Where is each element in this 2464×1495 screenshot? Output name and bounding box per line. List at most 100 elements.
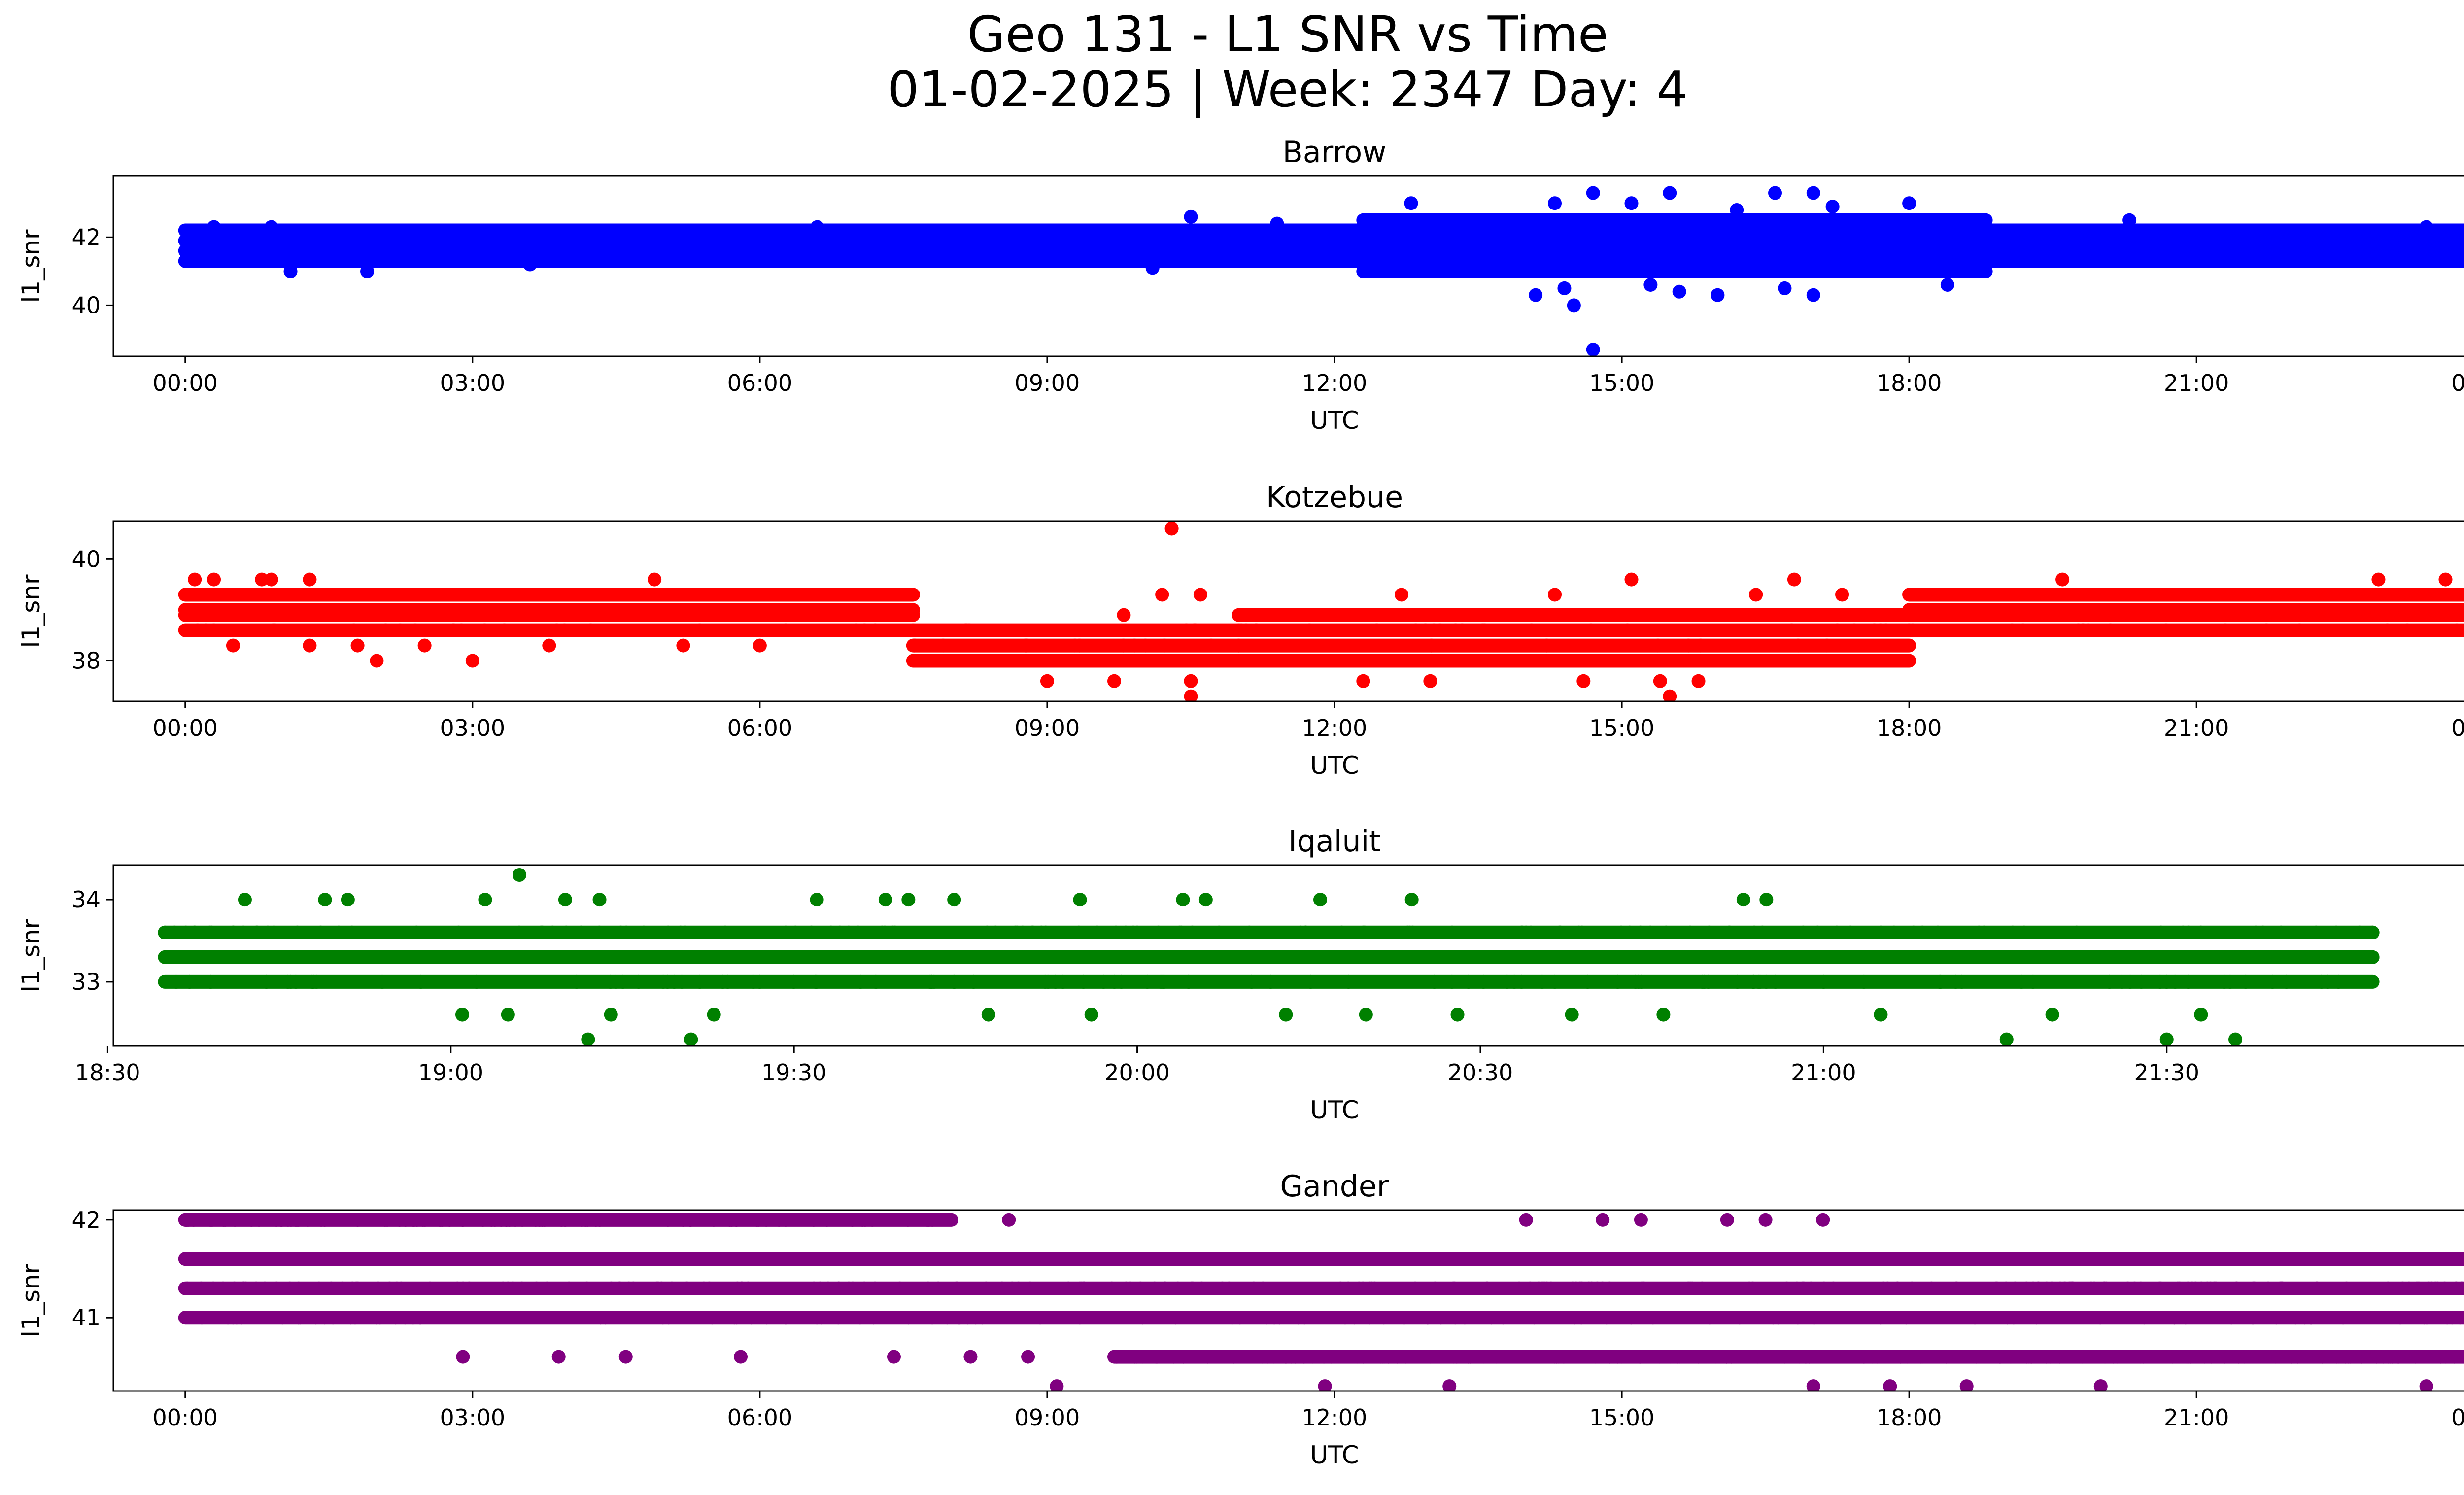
data-point — [1428, 1281, 1442, 1295]
data-point — [693, 974, 707, 989]
data-point — [2170, 603, 2184, 617]
data-point — [1664, 264, 1678, 278]
data-point — [1892, 213, 1907, 227]
data-point — [1651, 638, 1665, 653]
data-point — [896, 1252, 911, 1266]
data-point — [2226, 243, 2240, 258]
data-point — [730, 1281, 745, 1295]
data-point — [2324, 588, 2338, 602]
data-point — [753, 974, 767, 989]
data-point — [2212, 950, 2226, 964]
data-point — [2260, 950, 2275, 964]
data-point — [618, 1350, 633, 1364]
data-point — [1222, 1281, 1236, 1295]
data-point — [1038, 925, 1053, 939]
data-point — [266, 623, 280, 637]
data-point — [2159, 1032, 2174, 1046]
data-point — [669, 603, 684, 617]
data-point — [1253, 1252, 1267, 1266]
data-point — [1816, 974, 1831, 989]
data-point — [341, 243, 355, 258]
data-point — [1130, 654, 1144, 668]
data-point — [807, 1281, 821, 1295]
data-point — [2077, 234, 2091, 248]
data-point — [2098, 1350, 2112, 1364]
data-point — [1784, 623, 1799, 637]
data-point — [1678, 264, 1693, 278]
data-point — [755, 1252, 770, 1266]
data-point — [585, 243, 599, 258]
data-point — [1008, 1252, 1022, 1266]
data-point — [1953, 950, 1967, 964]
data-point — [981, 950, 995, 964]
data-point — [1044, 654, 1058, 668]
data-point — [1916, 1252, 1930, 1266]
data-point — [592, 893, 607, 907]
data-point — [1445, 974, 1459, 989]
data-point — [1998, 950, 2013, 964]
data-point — [1694, 638, 1708, 653]
data-point — [1369, 623, 1384, 637]
data-point — [1691, 674, 1706, 688]
data-point — [2218, 623, 2232, 637]
data-point — [1835, 588, 1849, 602]
data-point — [901, 254, 916, 268]
data-point — [700, 603, 714, 617]
data-point — [1518, 950, 1532, 964]
data-point — [2204, 254, 2219, 268]
data-point — [408, 250, 422, 265]
data-point — [1509, 213, 1524, 227]
data-point — [501, 254, 515, 268]
data-point — [2280, 1252, 2294, 1266]
data-point — [804, 925, 819, 939]
data-point — [1176, 1350, 1190, 1364]
data-point — [1643, 925, 1657, 939]
data-point — [1961, 1252, 1976, 1266]
data-point — [1979, 220, 1993, 234]
data-point — [814, 254, 828, 268]
data-point — [524, 234, 538, 248]
data-point — [2224, 1311, 2238, 1325]
data-point — [1188, 623, 1202, 637]
data-point — [527, 588, 542, 602]
data-point — [1811, 925, 1825, 939]
data-point — [1873, 623, 1887, 637]
data-point — [2223, 974, 2237, 989]
data-point — [1864, 243, 1878, 258]
data-point — [1659, 925, 1673, 939]
data-point — [1575, 608, 1589, 622]
data-point — [1939, 1350, 1953, 1364]
data-point — [2278, 588, 2292, 602]
data-point — [2093, 1311, 2107, 1325]
data-point — [1732, 1252, 1746, 1266]
data-point — [2037, 950, 2052, 964]
data-point — [1737, 243, 1751, 258]
data-point — [497, 623, 512, 637]
data-point — [759, 1213, 773, 1227]
subplot-iqaluit: Iqaluit 18:30 19:00 19:30 20:00 20:30 21:00 21:… — [17, 824, 2464, 1124]
data-point — [2159, 623, 2173, 637]
data-point — [2046, 241, 2060, 255]
data-point — [906, 234, 920, 248]
data-point — [1073, 1311, 1087, 1325]
data-point — [1924, 1281, 1939, 1295]
data-point — [1130, 925, 1144, 939]
data-point — [1672, 1350, 1686, 1364]
data-point — [2445, 608, 2459, 622]
data-point — [1279, 1350, 1294, 1364]
data-point — [305, 974, 319, 989]
data-point — [1471, 243, 1485, 258]
data-point — [1666, 608, 1680, 622]
data-point — [552, 1252, 567, 1266]
data-point — [958, 623, 973, 637]
data-point — [1806, 288, 1820, 302]
data-point — [446, 623, 460, 637]
data-point — [1637, 1281, 1651, 1295]
data-point — [619, 925, 633, 939]
data-point — [504, 588, 518, 602]
data-point — [182, 974, 197, 989]
data-point — [398, 1311, 412, 1325]
data-point — [207, 220, 221, 234]
data-point — [252, 1213, 266, 1227]
data-point — [1851, 223, 1866, 238]
